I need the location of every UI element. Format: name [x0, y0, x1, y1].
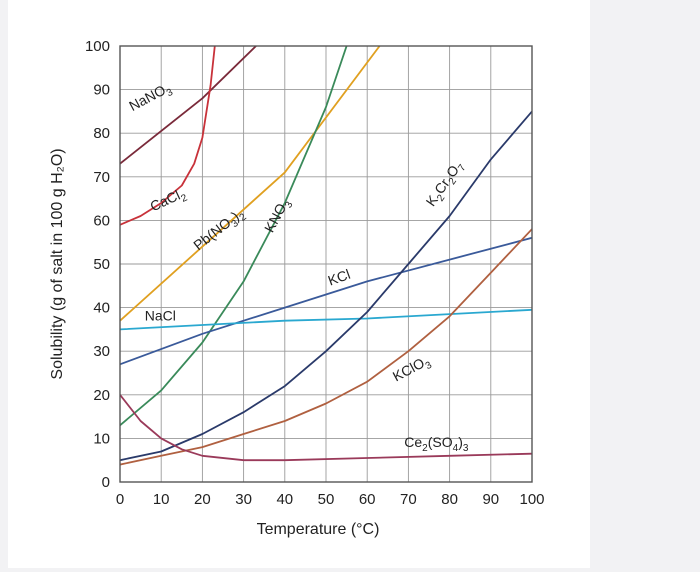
x-tick-label: 90	[482, 491, 499, 508]
y-tick-label: 70	[93, 169, 110, 186]
y-tick-label: 20	[93, 387, 110, 404]
y-tick-label: 0	[102, 474, 110, 491]
x-tick-label: 20	[194, 491, 211, 508]
series-line-Ce₂(SO₄)₃	[120, 394, 532, 462]
x-tick-label: 50	[318, 491, 335, 508]
series-line-KClO₃	[120, 228, 532, 466]
series-line-NaCl	[120, 308, 532, 331]
y-tick-label: 100	[85, 38, 110, 55]
x-tick-label: 100	[519, 491, 544, 508]
curve-label-Ce₂(SO₄)₃: Ce2(SO4)3	[404, 434, 469, 454]
series-layer	[120, 46, 532, 466]
tick-labels: 0 10 20 30 40 50 60 70 80 90 100 0 10 20 30 40 50 60 70 80 9…	[85, 38, 545, 508]
y-tick-label: 10	[93, 430, 110, 447]
x-tick-label: 70	[400, 491, 417, 508]
x-tick-label: 60	[359, 491, 376, 508]
y-tick-label: 50	[93, 256, 110, 273]
series-line-NaNO₃	[120, 46, 257, 165]
y-tick-label: 80	[93, 125, 110, 142]
y-tick-label: 60	[93, 212, 110, 229]
x-tick-label: 10	[153, 491, 170, 508]
curve-label-KCl: KCl	[326, 266, 353, 289]
series-line-K₂Cr₂O₇	[120, 110, 532, 462]
x-tick-label: 80	[441, 491, 458, 508]
y-axis-label: Solubility (g of salt in 100 g H₂O)	[49, 148, 66, 379]
x-axis-label: Temperature (°C)	[257, 521, 380, 538]
series-line-KNO₃	[120, 46, 348, 426]
curve-label-NaCl: NaCl	[145, 308, 176, 324]
y-tick-label: 40	[93, 300, 110, 317]
x-tick-label: 0	[116, 491, 124, 508]
series-line-KCl	[120, 236, 532, 366]
y-tick-label: 90	[93, 82, 110, 99]
x-tick-label: 30	[235, 491, 252, 508]
series-line-CaCl₂	[120, 46, 216, 226]
series-line-Pb(NO₃)₂	[120, 46, 381, 322]
plot-frame	[119, 45, 533, 483]
y-tick-label: 30	[93, 343, 110, 360]
x-tick-label: 40	[276, 491, 293, 508]
